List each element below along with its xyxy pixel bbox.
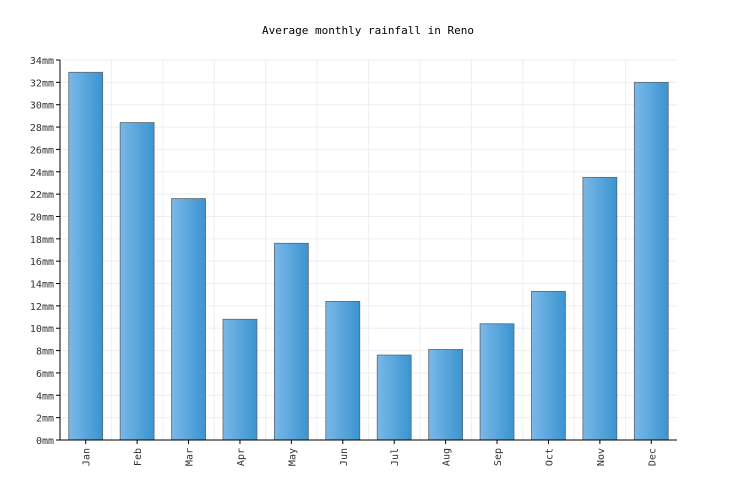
x-tick-label-jun: Jun [339,448,350,466]
y-tick-label: 26mm [30,145,54,156]
y-tick-label: 0mm [36,436,54,447]
bar-apr [222,318,258,441]
x-tick-label-mar: Mar [185,448,196,466]
y-tick-label: 28mm [30,123,54,134]
y-tick-label: 4mm [36,391,54,402]
y-tick-label: 6mm [36,369,54,380]
x-tick-label-jan: Jan [82,448,93,466]
bars [68,71,669,441]
y-tick-label: 34mm [30,56,54,67]
bar-aug [428,349,463,441]
x-tick-label-jul: Jul [390,448,401,466]
x-tick-label-feb: Feb [133,448,144,466]
y-tick-label: 12mm [30,302,54,313]
y-tick-label: 22mm [30,190,54,201]
y-tick-label: 20mm [30,212,54,223]
bar-jul [376,354,412,441]
x-tick-label-aug: Aug [442,448,453,466]
bar-feb [119,122,155,441]
y-tick-label: 10mm [30,324,54,335]
y-axis-ticks: 0mm 2mm 4mm 6mm 8mm 10mm 12mm 14mm 16mm 18mm 20mm 2… [30,56,60,447]
y-tick-label: 32mm [30,78,54,89]
x-tick-label-may: May [287,448,298,466]
x-tick-label-nov: Nov [596,448,607,466]
y-tick-label: 24mm [30,168,54,179]
bar-oct [531,290,566,441]
bar-may [274,242,309,441]
x-axis-ticks: Jan Feb Mar Apr May Jun Jul Aug Sep Oct Nov Dec [82,440,658,466]
x-tick-label-sep: Sep [493,448,504,466]
bar-jun [325,301,361,441]
gridlines [60,59,677,441]
y-tick-label: 30mm [30,101,54,112]
y-tick-label: 2mm [36,414,54,425]
bar-mar [171,198,206,441]
x-tick-label-dec: Dec [647,448,658,466]
bar-dec [633,81,669,441]
chart-title: Average monthly rainfall in Reno [262,24,474,37]
y-tick-label: 14mm [30,280,54,291]
x-tick-label-oct: Oct [544,448,555,466]
y-tick-label: 8mm [36,347,54,358]
axes [59,60,677,441]
bar-sep [479,323,515,441]
bar-nov [582,176,618,441]
x-tick-label-apr: Apr [236,448,247,466]
bar-jan [68,71,104,441]
y-tick-label: 16mm [30,257,54,268]
y-tick-label: 18mm [30,235,54,246]
